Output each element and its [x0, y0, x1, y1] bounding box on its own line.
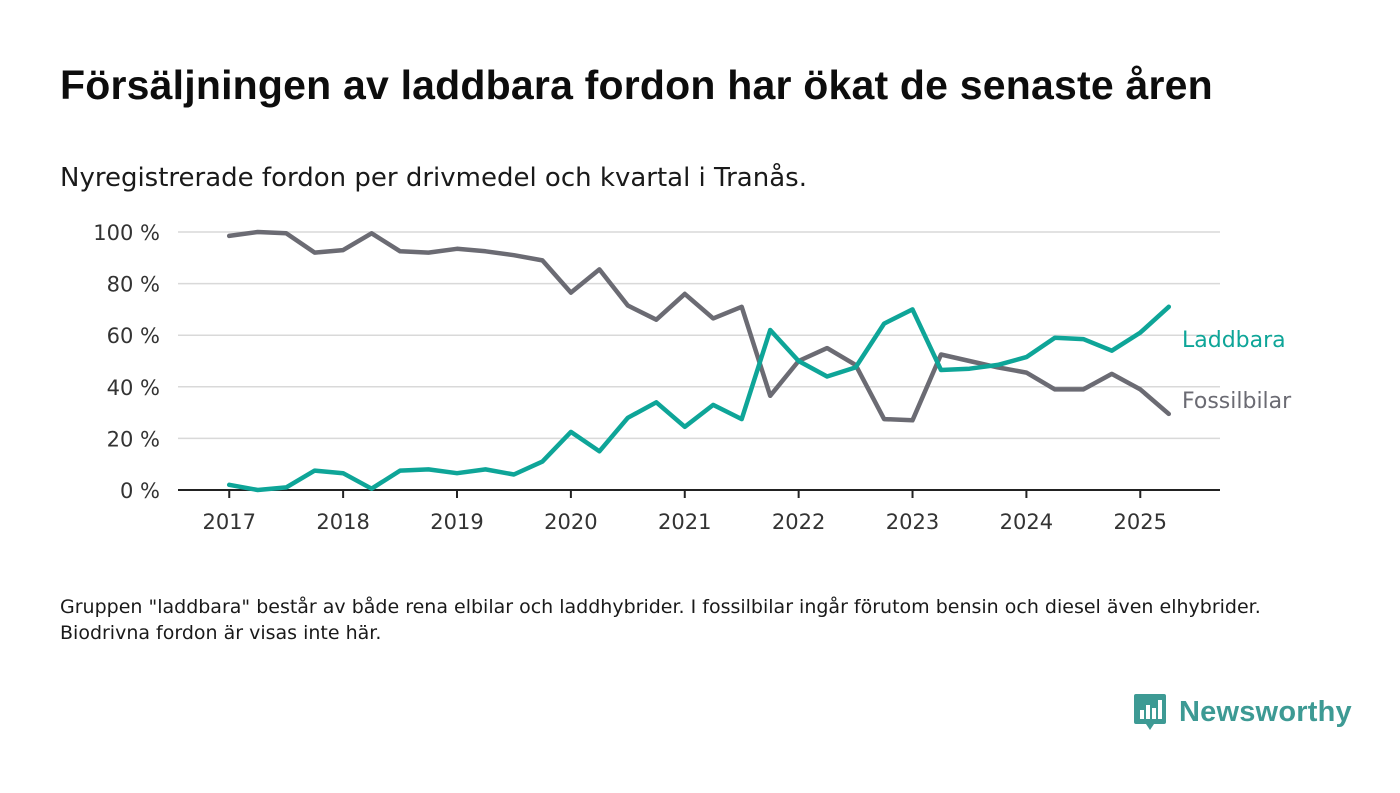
y-axis-ticks: 0 % 20 % 40 % 60 % 80 % 100 % [93, 221, 160, 503]
x-tick-label: 2018 [316, 510, 369, 534]
brand-logo[interactable]: Newsworthy [1133, 692, 1352, 732]
series-line-laddbara [226, 304, 1172, 493]
chart-subtitle: Nyregistrerade fordon per drivmedel och … [60, 163, 807, 193]
x-axis-ticks: 2017 2018 2019 2020 2021 2022 2023 2024 2025 [178, 489, 1220, 534]
series-label-fossilbilar: Fossilbilar [1182, 389, 1292, 414]
newsworthy-logo-icon [1134, 694, 1166, 730]
y-tick-label: 60 % [107, 324, 160, 348]
y-tick-label: 0 % [120, 479, 160, 503]
line-chart: 0 % 20 % 40 % 60 % 80 % 100 % 2017 2018 2019 202… [93, 221, 1292, 534]
x-tick-label: 2019 [430, 510, 483, 534]
x-tick-label: 2023 [886, 510, 939, 534]
y-tick-label: 80 % [107, 273, 160, 297]
chart-title: Försäljningen av laddbara fordon har öka… [60, 62, 1213, 108]
x-tick-label: 2022 [772, 510, 825, 534]
series-line-fossilbilar [226, 229, 1172, 423]
x-tick-label: 2020 [544, 510, 597, 534]
x-tick-label: 2025 [1114, 510, 1167, 534]
y-tick-label: 100 % [93, 221, 160, 245]
series-lines [226, 229, 1172, 493]
footnote: Gruppen "laddbara" består av både rena e… [60, 596, 1261, 644]
x-tick-label: 2021 [658, 510, 711, 534]
y-tick-label: 40 % [107, 376, 160, 400]
brand-name: Newsworthy [1179, 695, 1352, 728]
x-tick-label: 2017 [203, 510, 256, 534]
series-labels: Laddbara Fossilbilar [1182, 328, 1292, 414]
gridlines [178, 231, 1220, 440]
y-tick-label: 20 % [107, 427, 160, 451]
x-tick-label: 2024 [1000, 510, 1053, 534]
series-label-laddbara: Laddbara [1182, 328, 1286, 353]
